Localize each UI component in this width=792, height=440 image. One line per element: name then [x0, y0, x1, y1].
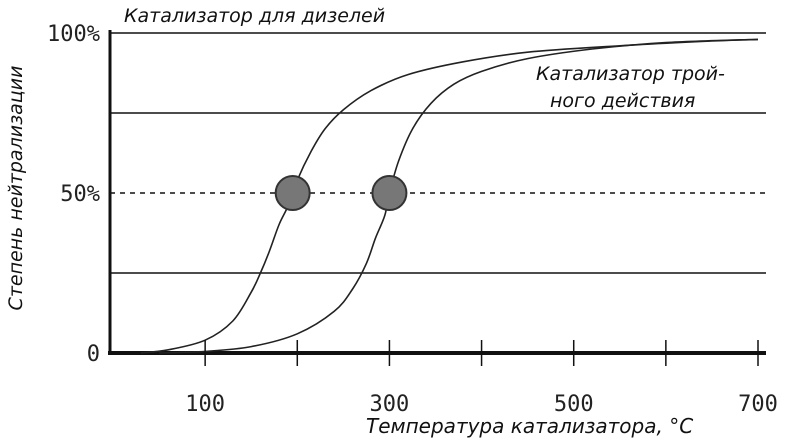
markers-layer	[274, 175, 408, 211]
series-line-three-way	[159, 38, 759, 354]
ticks-layer: 100 300 500 700 0 50% 100%	[47, 22, 778, 417]
annotation-three-way-catalyst-line-1: Катализатор трой-	[536, 63, 725, 85]
marker-point-0	[274, 175, 311, 211]
y-tick-label-100: 100%	[47, 22, 100, 47]
x-tick-label-700: 700	[738, 392, 778, 417]
x-tick-label-500: 500	[554, 392, 594, 417]
marker-point-1	[371, 175, 408, 211]
axes	[108, 30, 766, 355]
y-axis-label: Степень нейтрализации	[5, 66, 27, 311]
series-line-diesel	[140, 38, 759, 354]
grid	[110, 32, 766, 274]
x-tick-label-300: 300	[370, 392, 410, 417]
x-axis-label: Температура катализатора, °С	[366, 414, 693, 438]
series-layer	[140, 38, 759, 354]
annotation-diesel-catalyst: Катализатор для дизелей	[124, 5, 385, 27]
y-tick-label-50: 50%	[60, 182, 100, 207]
annotation-three-way-catalyst-line-2: ного действия	[550, 90, 695, 112]
y-tick-label-0: 0	[87, 342, 100, 367]
x-tick-label-100: 100	[185, 392, 225, 417]
